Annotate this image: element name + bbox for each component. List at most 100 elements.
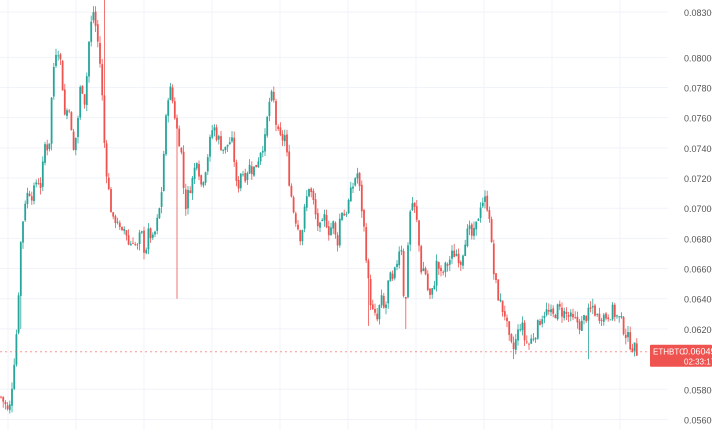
candle-body <box>52 66 55 97</box>
candle-body <box>620 316 623 318</box>
candle-body <box>19 242 22 296</box>
candle-body <box>226 144 229 147</box>
candle-body <box>378 305 381 320</box>
candle-body <box>50 97 53 144</box>
candle-body <box>246 173 249 180</box>
candle-body <box>479 207 482 218</box>
candle-body <box>235 162 238 181</box>
candle-body <box>195 163 198 169</box>
candle-body <box>145 249 148 254</box>
candle-body <box>156 217 159 231</box>
candle-body <box>70 112 73 131</box>
candle-body <box>363 209 365 227</box>
candle-body <box>171 87 174 102</box>
candle-body <box>224 146 227 151</box>
y-tick-label: 0.05600 <box>684 415 712 425</box>
candle-body <box>503 311 506 317</box>
candle-body <box>237 179 240 189</box>
candle-body <box>44 144 46 163</box>
candle-body <box>371 304 374 309</box>
candle-body <box>92 12 95 21</box>
candle-body <box>332 221 335 229</box>
candle-body <box>539 321 541 326</box>
candle-body <box>312 190 315 201</box>
candle-body <box>578 321 581 330</box>
candle-body <box>88 41 90 77</box>
candle-body <box>17 295 20 333</box>
candle-body <box>297 224 299 230</box>
candle-body <box>136 244 139 246</box>
candle-body <box>365 227 368 261</box>
candle-body <box>567 315 570 317</box>
candle-body <box>433 285 436 289</box>
candle-body <box>327 226 330 236</box>
candle-body <box>525 341 528 343</box>
candle-body <box>187 189 189 209</box>
candle-body <box>635 343 638 356</box>
candle-body <box>140 231 143 233</box>
candle-body <box>367 260 370 279</box>
candle-body <box>96 24 99 42</box>
candle-body <box>607 317 610 320</box>
candle-body <box>202 182 205 186</box>
candle-body <box>440 267 442 272</box>
candle-body <box>514 339 517 350</box>
candle-body <box>233 137 236 163</box>
candle-body <box>583 315 585 321</box>
candle-body <box>376 313 379 320</box>
candle-body <box>431 288 434 295</box>
candle-body <box>530 338 533 344</box>
candle-body <box>125 230 128 236</box>
candle-body <box>30 196 33 201</box>
candle-body <box>6 405 9 410</box>
candle-body <box>574 317 577 319</box>
candle-body <box>257 161 260 168</box>
candle-body <box>261 150 264 153</box>
candle-body <box>11 388 13 406</box>
candle-body <box>206 157 209 172</box>
candle-body <box>0 396 2 398</box>
candle-body <box>598 313 601 321</box>
candle-body <box>486 195 489 211</box>
candle-body <box>426 273 429 291</box>
candle-body <box>330 227 332 236</box>
candle-body <box>418 220 420 246</box>
candle-body <box>558 303 561 307</box>
candle-body <box>618 316 621 318</box>
candle-body <box>358 172 361 187</box>
candle-body <box>2 396 5 402</box>
candle-body <box>242 174 244 176</box>
candle-body <box>499 299 502 302</box>
price-tag-countdown: 02:33:17 <box>684 358 712 367</box>
candle-body <box>477 218 480 221</box>
candle-body <box>475 221 478 230</box>
candle-body <box>552 308 555 314</box>
candle-body <box>74 137 77 151</box>
candle-body <box>220 136 222 151</box>
candle-body <box>572 313 574 318</box>
candle-body <box>200 175 203 185</box>
candle-body <box>561 307 563 317</box>
candle-body <box>118 222 121 228</box>
candle-body <box>345 214 348 215</box>
candle-body <box>180 147 183 153</box>
candle-body <box>497 279 500 301</box>
candle-body <box>556 304 559 320</box>
candle-body <box>398 251 401 266</box>
candle-body <box>393 267 396 279</box>
candle-body <box>424 268 427 275</box>
candle-body <box>193 167 196 180</box>
candle-body <box>580 320 583 331</box>
candle-body <box>631 348 634 352</box>
candle-body <box>325 215 328 228</box>
candle-body <box>217 136 220 140</box>
candle-body <box>484 196 486 202</box>
price-tag: ETHBTC 0.06049 02:33:17 <box>650 344 712 367</box>
candle-body <box>8 404 11 411</box>
candle-body <box>275 100 277 125</box>
